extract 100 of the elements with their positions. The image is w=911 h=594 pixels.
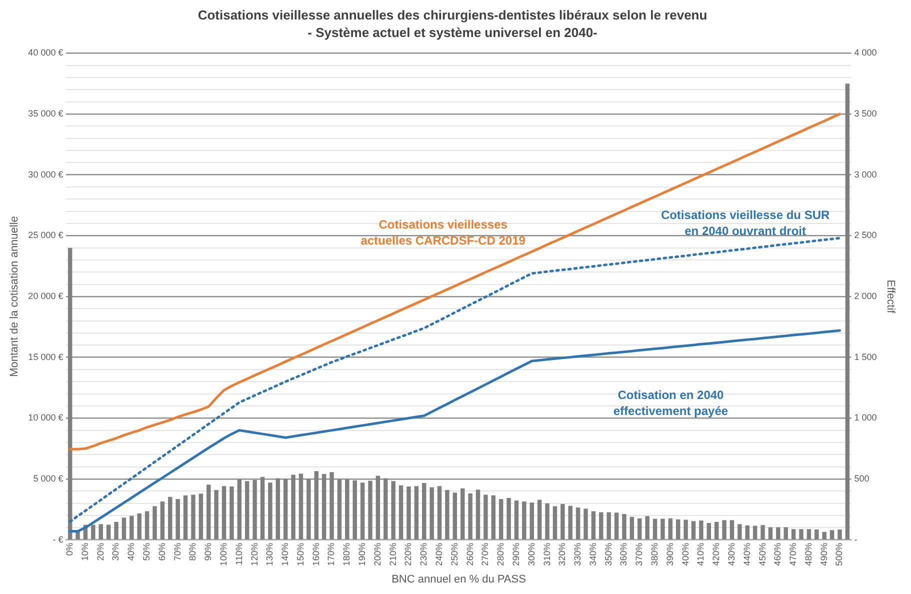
bar [337, 479, 342, 540]
bar [830, 530, 834, 540]
chart-title: Cotisations vieillesse annuelles des chirurgiens-dentistes libéraux selon le revenu [198, 7, 708, 22]
x-tick-label: 470% [788, 542, 798, 566]
bar [699, 520, 704, 540]
bar [414, 486, 419, 540]
bar [214, 490, 218, 540]
bar [152, 506, 157, 540]
bar [706, 522, 712, 540]
y-tick-label: 15 000 € [28, 352, 64, 362]
bar [306, 478, 311, 540]
bar [845, 84, 850, 540]
bar [476, 490, 480, 540]
bar [430, 487, 434, 540]
x-tick-label: 460% [772, 542, 783, 566]
bar [638, 518, 642, 540]
bar [137, 513, 142, 540]
x-tick-label: 310% [542, 542, 552, 566]
y-tick-label: 30 000 € [28, 169, 64, 180]
x-tick-label: 70% [172, 542, 182, 561]
x-tick-label: 120% [249, 542, 260, 566]
series-label: Cotisations vieillesse du SUR en 2040 ouvrant droit [660, 208, 830, 238]
bar [268, 482, 272, 540]
bar [298, 474, 304, 540]
bar [160, 501, 165, 540]
y2-tick-label: 3 500 [854, 108, 877, 119]
x-tick-label: 380% [650, 542, 660, 566]
y2-tick-label: 1 000 [854, 412, 877, 423]
bar [822, 532, 826, 540]
bar [791, 529, 796, 540]
y-tick-label: 35 000 € [28, 108, 64, 119]
bar [98, 524, 103, 540]
x-tick-label: 400% [680, 542, 690, 566]
bar [552, 506, 558, 540]
bar [460, 488, 465, 540]
bar [576, 508, 580, 540]
bar [114, 522, 118, 540]
bar [652, 518, 658, 540]
bar [614, 512, 619, 540]
bar [691, 521, 696, 540]
bar [183, 495, 188, 540]
bar [738, 524, 742, 540]
bar [838, 529, 842, 540]
bar [768, 527, 773, 540]
bar [784, 527, 788, 540]
bar [630, 516, 634, 540]
x-tick-label: 320% [557, 542, 568, 566]
y2-tick-label: 500 [854, 473, 870, 484]
text: Cotisation en 2040 effectivement payée [613, 388, 728, 418]
bar [168, 496, 172, 540]
y-axis-title: Montant de la cotisation annuelle [8, 216, 21, 377]
bar [684, 520, 688, 540]
bar [660, 518, 665, 540]
x-tick-label: 480% [803, 542, 814, 566]
bar [522, 501, 526, 540]
bar [244, 481, 250, 540]
bar [252, 480, 257, 540]
bar [606, 512, 611, 540]
x-tick-label: 420% [711, 542, 722, 566]
x-tick-label: 170% [326, 542, 336, 566]
x-tick-label: 90% [203, 542, 214, 561]
bar [599, 512, 604, 540]
bar [799, 529, 804, 540]
bar [198, 494, 204, 540]
bar [668, 518, 673, 540]
bar [584, 508, 588, 540]
x-tick-label: 440% [742, 542, 752, 566]
bar [260, 476, 265, 540]
bar [345, 479, 350, 540]
bar [422, 482, 426, 540]
bar [376, 476, 380, 540]
bar [491, 495, 496, 540]
bar [237, 479, 242, 540]
bar [506, 498, 511, 540]
x-tick-label: 260% [464, 542, 475, 566]
x-tick-label: 180% [342, 542, 352, 566]
x-tick-label: 130% [264, 542, 275, 566]
x-tick-label: 140% [280, 542, 290, 566]
bar [398, 485, 404, 540]
bar [730, 520, 734, 540]
bar [760, 525, 765, 540]
bar [68, 248, 72, 540]
y-tick-label: 10 000 € [28, 412, 64, 423]
bar [122, 518, 126, 540]
bar [106, 524, 111, 540]
x-tick-label: 110% [234, 542, 244, 566]
bar [498, 499, 504, 540]
bar [391, 481, 396, 540]
bar [144, 511, 150, 540]
x-tick-label: 250% [449, 542, 460, 566]
bar [776, 527, 780, 540]
y-tick-label: 40 000 € [28, 48, 64, 58]
x-axis-title: BNC annuel en % du PASS [392, 573, 526, 586]
x-tick-label: 40% [126, 542, 136, 561]
x-tick-label: 300% [526, 542, 536, 566]
bar [191, 494, 196, 540]
series-label: Cotisations vieillesses actuelles CARCDSF-CD 2019 [360, 218, 526, 248]
x-tick-label: 390% [664, 542, 675, 566]
bar [406, 486, 411, 540]
bar [484, 494, 488, 540]
